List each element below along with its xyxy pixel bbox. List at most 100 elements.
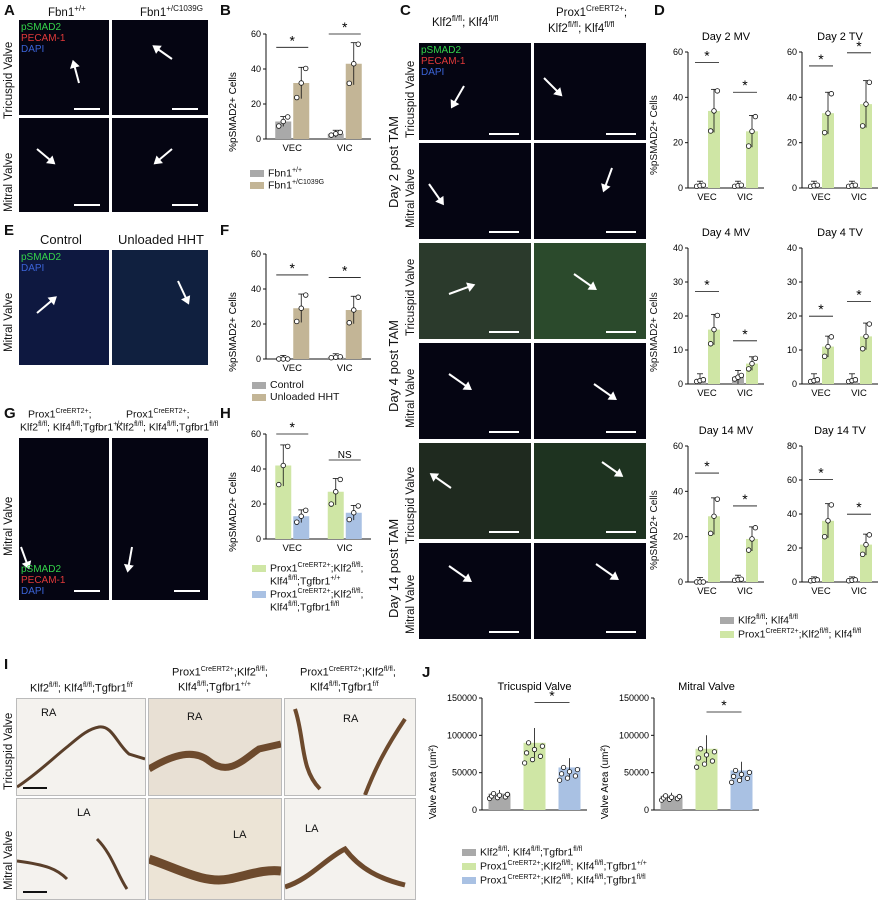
chart-j1-pt-2-6 xyxy=(560,764,567,771)
panel-i-col2-line1: Prox1CreERT2+;Klf2fl/fl; xyxy=(172,666,268,679)
panel-c-col2-line2: Klf2fl/fl; Klf4fl/fl xyxy=(548,20,615,35)
panel-e-col2: Unloaded HHT xyxy=(118,232,204,247)
legend-f-1: Control xyxy=(252,379,304,391)
micrograph-c2 xyxy=(534,43,646,140)
chart-j1-yticklabel-1: 50000 xyxy=(452,768,477,778)
legend-b-2: Fbn1+/C1039G xyxy=(250,179,324,192)
chart-d4-yticklabel-4: 40 xyxy=(787,243,797,253)
panel-i-col1: Klf2fl/fl; Klf4fl/fl;Tgfbr1f/f xyxy=(30,682,133,695)
chart-j1-pt-1-0 xyxy=(522,760,528,766)
chart-h-pt-1-1-1 xyxy=(351,510,357,516)
chart-d4-sig-0: * xyxy=(818,301,824,317)
chart-d5-pt-0-1-2 xyxy=(714,496,721,502)
chart-b-pt-0-1-2 xyxy=(303,65,309,72)
chart-d2-pt-0-1-2 xyxy=(828,91,835,97)
chart-j2-pt-1-0 xyxy=(694,764,700,770)
chart-f-pt-1-1-1 xyxy=(351,307,357,313)
chart-d3-xlabel-0: VEC xyxy=(697,388,717,399)
chart-j2-pt-1-6 xyxy=(697,746,704,752)
chart-b-pt-1-0-1 xyxy=(333,131,339,137)
chart-j2-sig: * xyxy=(721,697,727,713)
chart-d6-pt-0-0-2 xyxy=(814,577,821,583)
chart-d1: 0 20 40 60 Day 2 MV VEC VIC * * xyxy=(673,31,764,203)
chart-b-yticklabel-0: 0 xyxy=(256,134,261,144)
micrograph-c4 xyxy=(534,143,646,239)
panel-g-col1-line1: Prox1CreERT2+; xyxy=(28,408,92,421)
chart-d3-yticklabel-0: 0 xyxy=(678,379,683,389)
chart-d3-yticklabel-3: 30 xyxy=(673,277,683,287)
legend-h-1: Prox1CreERT2+;Klf2fl/fl; Klf4fl/fl;Tgfbr1… xyxy=(252,562,363,587)
chart-f-ylabel: %pSMAD2+ Cells xyxy=(228,292,239,372)
chart-d4-yticklabel-0: 0 xyxy=(792,379,797,389)
histology-i1: RA xyxy=(16,698,146,796)
chart-d2-yticklabel-2: 40 xyxy=(787,92,797,102)
chart-d4-sig-1: * xyxy=(856,286,862,302)
chart-d4-yticklabel-3: 30 xyxy=(787,277,797,287)
chart-d4-pt-0-0-2 xyxy=(814,377,821,383)
chart-b-pt-1-1-1 xyxy=(351,61,357,67)
chart-d5-xlabel-0: VEC xyxy=(697,586,717,597)
chart-d6-pt-0-1-1 xyxy=(825,518,831,524)
chart-b-pt-1-0-0 xyxy=(328,132,334,138)
chart-d5-yticklabel-1: 20 xyxy=(673,532,683,542)
chart-j2-yticklabel-3: 150000 xyxy=(619,693,649,703)
chart-j1-pt-1-2 xyxy=(537,753,544,759)
chart-j2-pt-2-5 xyxy=(746,769,753,776)
chart-h-pt-0-1-0 xyxy=(294,519,300,525)
chart-d3-pt-0-1-2 xyxy=(714,312,721,319)
chart-h-pt-0-0-2 xyxy=(285,443,291,450)
chart-b-xlabel-1: VIC xyxy=(337,143,353,154)
panel-c-row3: Tricuspid Valve xyxy=(405,258,417,336)
chart-d3-pt-1-0-2 xyxy=(738,372,745,379)
micrograph-c1: pSMAD2 PECAM-1 DAPI xyxy=(419,43,531,140)
panel-c-col1: Klf2fl/fl; Klf4fl/fl xyxy=(432,14,499,29)
chart-d6-pt-1-1-1 xyxy=(863,541,869,548)
micrograph-c5 xyxy=(419,243,531,339)
chart-d5-title: Day 14 MV xyxy=(699,425,754,437)
chart-d5-pt-0-0-2 xyxy=(700,579,707,585)
chart-h-pt-1-0-0 xyxy=(328,501,334,507)
chart-j2-pt-0-5 xyxy=(676,793,683,800)
chart-j2-ylabel: Valve Area (um²) xyxy=(600,745,611,819)
micrograph-a3 xyxy=(19,118,109,212)
chart-h-sig-1: NS xyxy=(338,450,352,461)
chart-d5-pt-1-1-2 xyxy=(752,525,759,531)
chart-j2-title: Mitral Valve xyxy=(678,681,735,693)
chart-d4-pt-1-1-1 xyxy=(863,333,869,340)
chart-d4-xlabel-1: VIC xyxy=(851,388,867,399)
chart-d3-yticklabel-4: 40 xyxy=(673,243,683,253)
chart-d3-pt-0-0-2 xyxy=(700,377,707,383)
chart-j1-pt-1-1 xyxy=(529,757,536,763)
chart-d6-pt-1-1-2 xyxy=(866,532,873,538)
panel-a-row2: Mitral Valve xyxy=(3,152,15,212)
chart-d5-xlabel-1: VIC xyxy=(737,586,753,597)
micrograph-a4 xyxy=(112,118,208,212)
chart-d3-pt-1-1-1 xyxy=(749,360,755,367)
chart-h-pt-0-1-1 xyxy=(298,513,304,519)
panel-j-letter: J xyxy=(422,664,431,681)
panel-i-letter: I xyxy=(4,656,9,673)
chart-j1-pt-2-2 xyxy=(572,773,579,779)
panel-g-row: Mitral Valve xyxy=(3,496,15,556)
chart-f-pt-1-1-2 xyxy=(355,294,361,300)
chart-h-xlabel-1: VIC xyxy=(337,543,353,554)
chart-f-yticklabel-3: 60 xyxy=(251,249,261,259)
chart-d6-yticklabel-4: 80 xyxy=(787,441,797,451)
chart-d1-yticklabel-2: 40 xyxy=(673,92,683,102)
chart-d3-sig-1: * xyxy=(742,326,748,342)
chart-d6-pt-1-1-0 xyxy=(859,551,866,558)
chart-j2-pt-0-6 xyxy=(662,793,669,799)
chart-d6-yticklabel-1: 20 xyxy=(787,543,797,553)
chart-h-yticklabel-2: 40 xyxy=(251,464,261,474)
chart-j2-yticklabel-1: 50000 xyxy=(624,768,649,778)
chart-h-pt-0-1-2 xyxy=(303,507,309,514)
chart-f-sig-1: * xyxy=(342,262,348,278)
legend-h-2: Prox1CreERT2+;Klf2fl/fl; Klf4fl/fl;Tgfbr1… xyxy=(252,588,363,613)
chart-f-xlabel-0: VEC xyxy=(282,363,302,374)
chart-j1-pt-0-4 xyxy=(496,792,503,798)
chart-h-pt-0-0-1 xyxy=(280,462,286,469)
chart-b-ylabel: %pSMAD2+ Cells xyxy=(228,72,239,152)
chart-b-pt-1-1-2 xyxy=(355,41,361,47)
micrograph-a1: pSMAD2 PECAM-1 DAPI xyxy=(19,20,109,115)
chart-j1-yticklabel-0: 0 xyxy=(472,805,477,815)
